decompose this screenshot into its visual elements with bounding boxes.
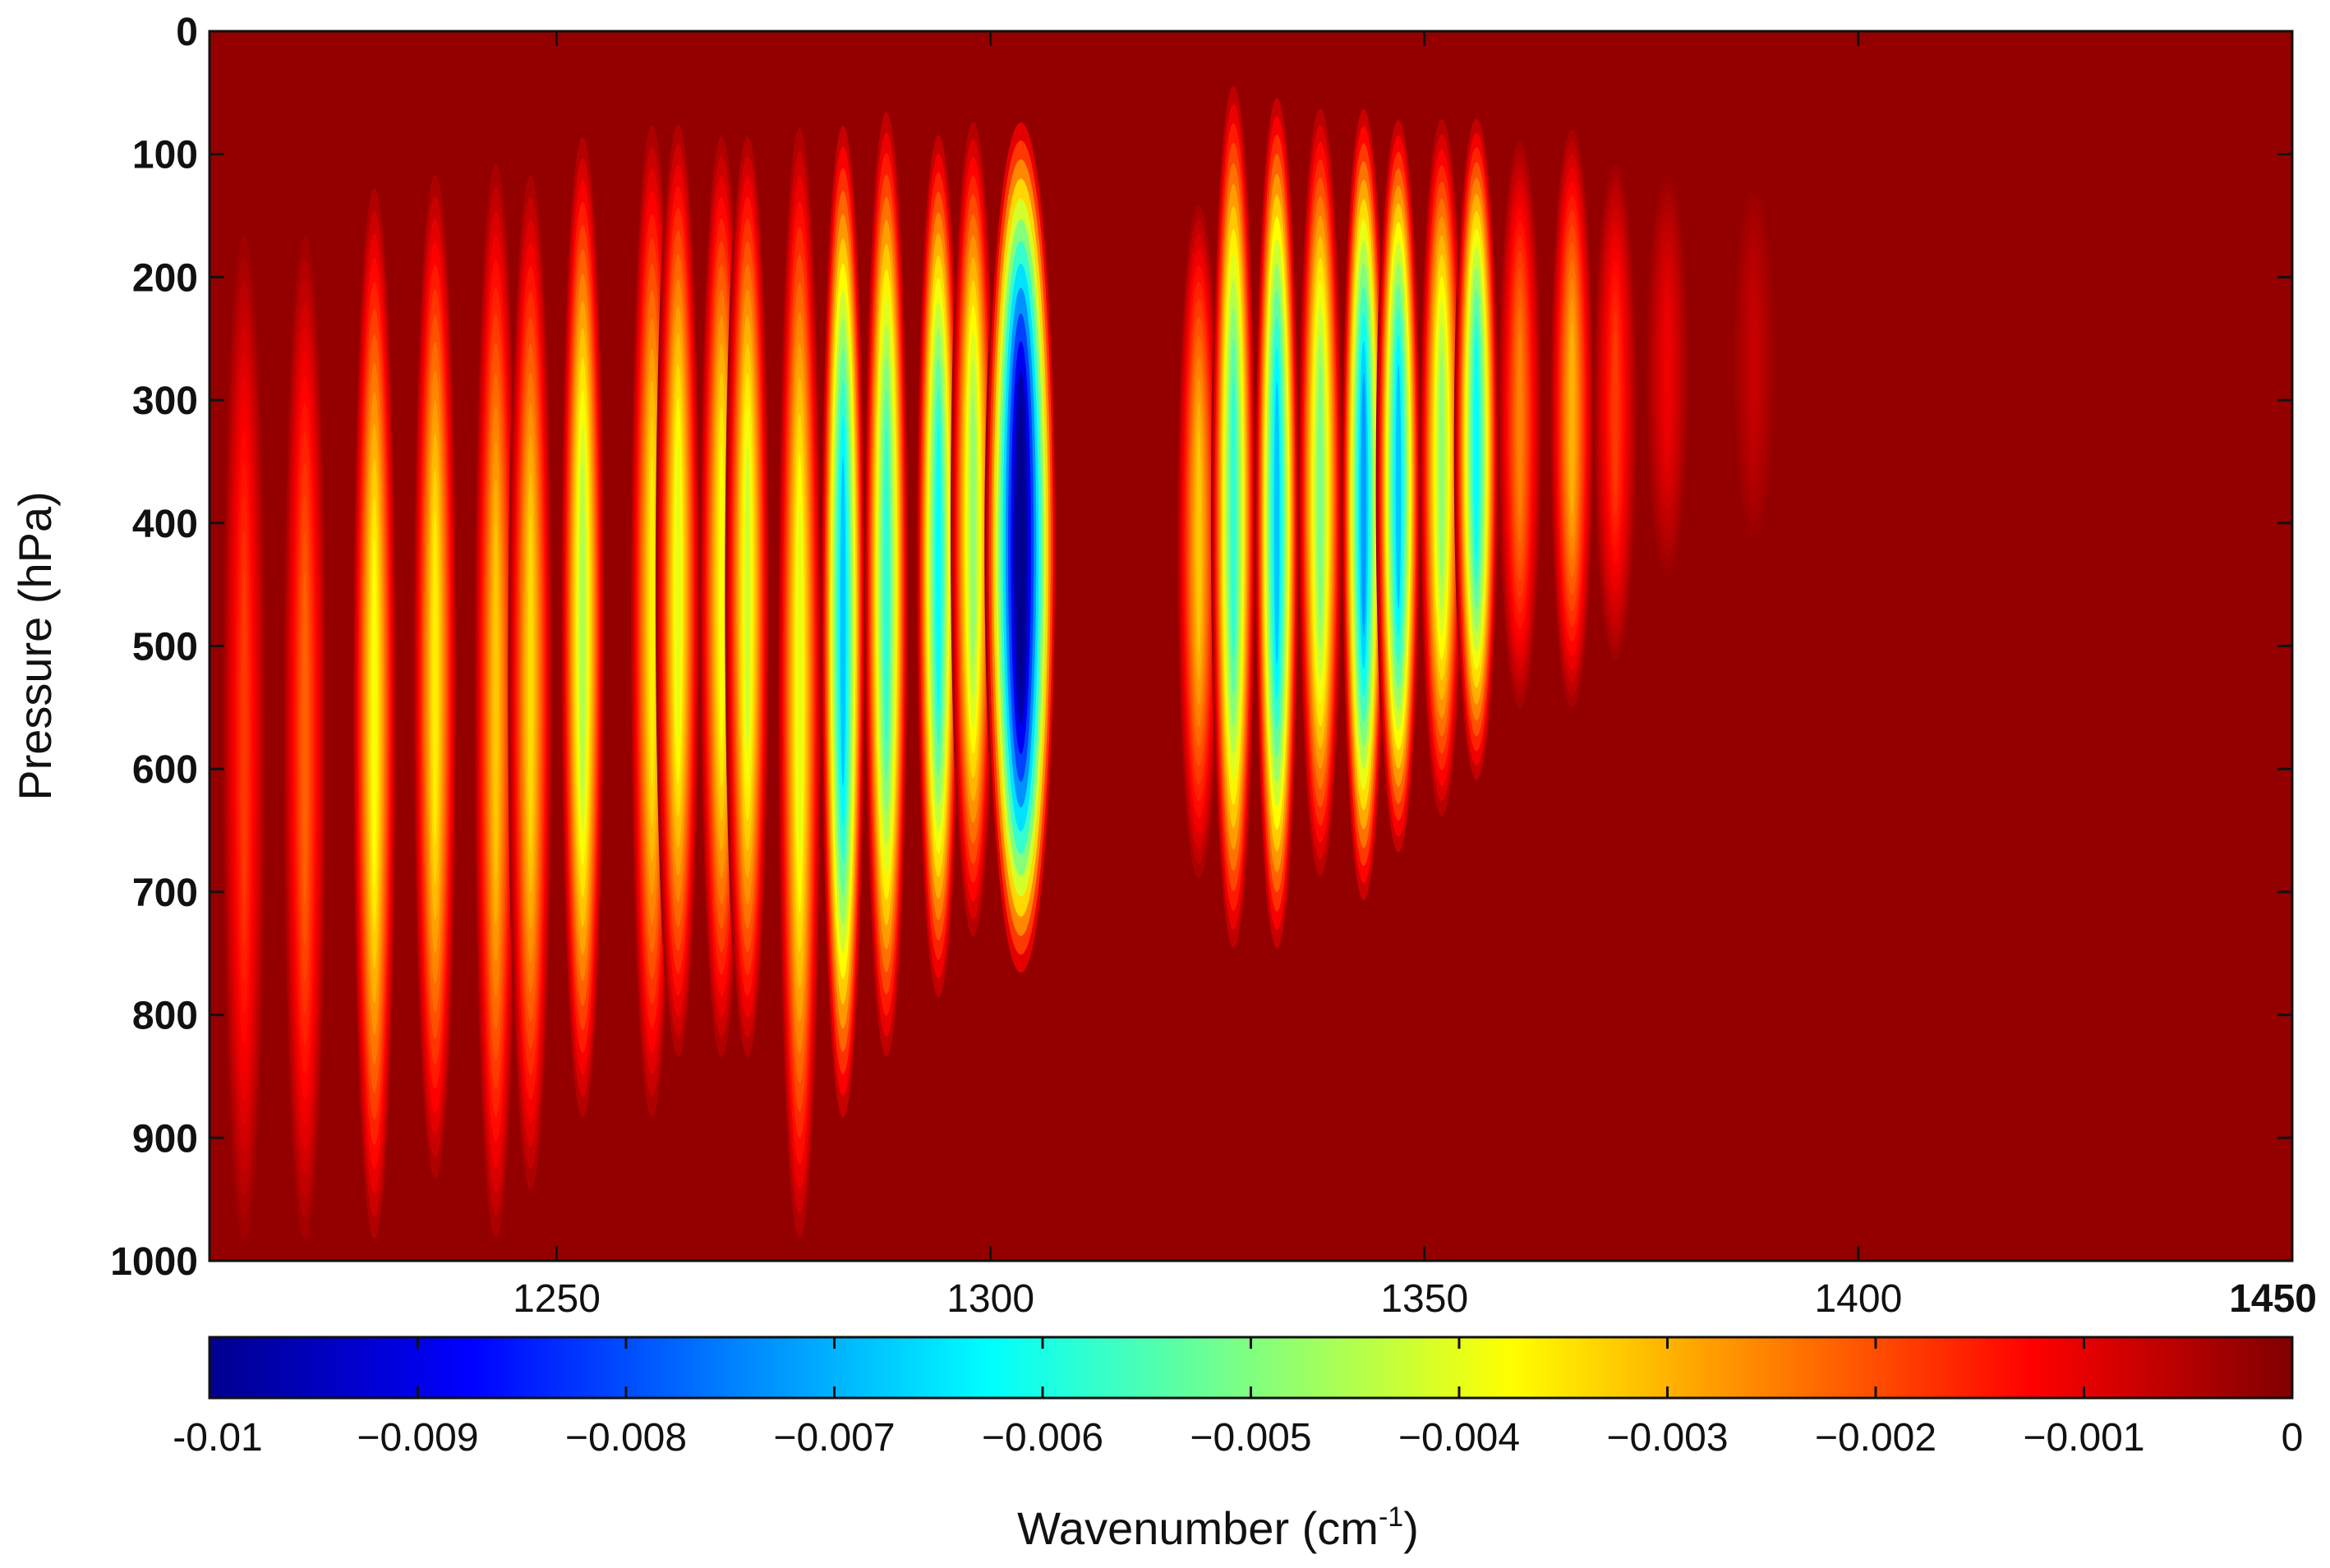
x-axis: 1250 1300 1350 1400 1450	[513, 31, 2317, 1321]
heatmap-feature	[820, 104, 866, 1138]
feature-contour	[1665, 308, 1670, 443]
y-axis: 0 100 200 300 400 500 600 700 800 900 1000	[110, 11, 2292, 1284]
heatmap-feature	[725, 117, 771, 1077]
heatmap-feature	[1453, 104, 1499, 794]
colorbar-title-sup: -1	[1379, 1501, 1403, 1533]
y-tick-label: 800	[132, 995, 198, 1038]
heatmap-feature	[1497, 129, 1543, 720]
x-tick-label: 1300	[946, 1277, 1034, 1321]
feature-contour	[1612, 329, 1619, 495]
y-tick-label: 200	[132, 256, 198, 300]
feature-contour	[744, 443, 751, 751]
x-tick-label: 1450	[2229, 1277, 2317, 1321]
feature-contour	[649, 456, 655, 787]
colorbar-tick-label: −0.002	[1815, 1416, 1936, 1460]
feature-contour	[883, 426, 890, 743]
feature-contour	[1273, 381, 1280, 665]
colorbar-tick-label: −0.001	[2023, 1416, 2144, 1460]
y-axis-title: Pressure (hPa)	[9, 491, 61, 801]
heatmap-features	[221, 67, 1777, 1261]
colorbar-tick-label: -0.01	[173, 1416, 262, 1460]
feature-contour	[936, 422, 942, 710]
heatmap-feature	[1210, 67, 1256, 966]
feature-contour	[840, 456, 846, 787]
y-tick-label: 700	[132, 871, 198, 915]
colorbar-frame	[208, 1336, 2294, 1400]
feature-contour	[1439, 351, 1445, 584]
heatmap-feature	[1297, 92, 1343, 892]
feature-contour	[1317, 364, 1324, 621]
y-tick-label: 300	[132, 379, 198, 423]
colorbar-tick-label: 0	[2282, 1416, 2304, 1460]
heatmap-feature	[282, 215, 328, 1261]
heatmap-feature	[915, 117, 961, 1015]
heatmap-feature	[1341, 92, 1387, 917]
feature-contour	[1751, 304, 1757, 423]
feature-contour	[1195, 429, 1202, 654]
y-tick-label: 0	[176, 11, 198, 54]
heatmap-feature	[412, 154, 458, 1200]
y-tick-label: 500	[132, 626, 198, 669]
heatmap-feature	[655, 104, 701, 1077]
feature-contour	[432, 509, 438, 844]
colorbar-title-end: )	[1403, 1502, 1419, 1554]
heatmap-feature	[559, 117, 606, 1138]
feature-contour	[797, 497, 803, 868]
feature-contour	[371, 538, 377, 890]
colorbar-tick-label: −0.008	[565, 1416, 687, 1460]
heatmap-feature	[1375, 104, 1421, 867]
heatmap-feature	[984, 104, 1057, 991]
feature-contour	[1016, 406, 1025, 690]
heatmap-feature	[1645, 166, 1690, 585]
heatmap-feature	[1592, 154, 1638, 671]
feature-contour	[1395, 364, 1402, 609]
heatmap-feature	[776, 104, 822, 1261]
feature-contour	[1361, 372, 1367, 637]
heatmap-feature	[221, 215, 267, 1261]
heatmap-feature	[863, 92, 909, 1077]
feature-contour	[970, 393, 976, 665]
heatmap-feature	[508, 154, 554, 1212]
y-tick-label: 900	[132, 1117, 198, 1161]
heatmap-feature	[1549, 117, 1595, 720]
heatmap-feature	[1419, 104, 1465, 831]
plot-area	[208, 30, 2294, 1262]
feature-contour	[527, 513, 534, 853]
y-tick-label: 400	[132, 503, 198, 546]
y-tick-label: 600	[132, 748, 198, 792]
colorbar-tick-label: −0.007	[773, 1416, 895, 1460]
y-tick-label: 100	[132, 134, 198, 177]
feature-contour	[675, 435, 681, 747]
feature-contour	[579, 464, 586, 792]
y-tick-label: 1000	[110, 1240, 198, 1284]
feature-contour	[718, 443, 725, 751]
feature-contour	[1473, 338, 1480, 560]
x-tick-label: 1350	[1380, 1277, 1468, 1321]
colorbar-title-main: Wavenumber (cm	[1017, 1502, 1379, 1554]
feature-contour	[242, 570, 247, 906]
colorbar-tick-label: −0.006	[982, 1416, 1103, 1460]
colorbar-title: Wavenumber (cm-1)	[1017, 1501, 1419, 1554]
colorbar-tick-label: −0.004	[1398, 1416, 1520, 1460]
x-tick-label: 1400	[1814, 1277, 1902, 1321]
heatmap-feature	[1176, 191, 1222, 892]
colorbar-tick-label: −0.005	[1190, 1416, 1311, 1460]
heatmap-feature	[1254, 80, 1300, 966]
feature-contour	[1569, 322, 1575, 516]
x-tick-label: 1250	[513, 1277, 601, 1321]
heatmap-feature	[352, 166, 398, 1261]
feature-contour	[1231, 373, 1236, 661]
heatmap-feature	[951, 104, 996, 954]
heatmap-feature	[473, 141, 519, 1261]
colorbar-ticks: -0.01 −0.009 −0.008 −0.007 −0.006 −0.005 −0.00…	[173, 1337, 2303, 1460]
colorbar: -0.01 −0.009 −0.008 −0.007 −0.006 −0.005 −0.00…	[173, 1336, 2303, 1460]
heatmap-feature	[1731, 178, 1777, 548]
feature-contour	[302, 570, 308, 906]
feature-contour	[1517, 329, 1523, 520]
colorbar-tick-label: −0.003	[1606, 1416, 1728, 1460]
feature-contour	[493, 522, 499, 881]
colorbar-tick-label: −0.009	[357, 1416, 478, 1460]
